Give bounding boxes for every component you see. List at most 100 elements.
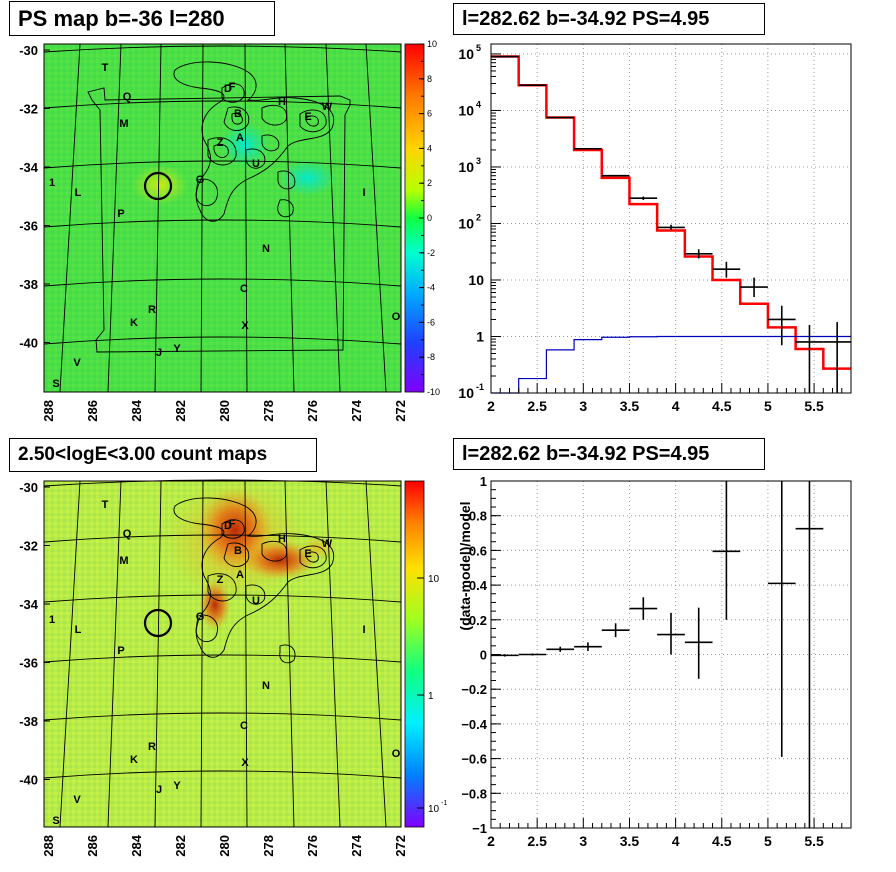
colorbar-tick-label: 0 [427,213,432,223]
colorbar-tick-label: -10 [427,387,440,397]
spectrum-y-tick-label: 10 [458,159,474,175]
residual-y-tick-label: 0 [480,648,487,663]
map-x-tick-label: 288 [41,400,56,422]
map-label: S [52,815,59,827]
ps-map-x-axis: 288 286 284 282 280 278 276 274 272 [41,399,408,421]
ps-map-labels: T Q M L P KR V J Y S G Z A U B F H EW N C X I O D 1 [49,62,401,390]
count-map-warm-blob [300,536,336,560]
spectrum-y-tick-label: 1 [476,328,484,344]
spectrum-x-tick-label: 3.5 [620,398,640,414]
colorbar-tick-label: 10 [427,39,437,49]
colorbar-tick-label: 10 [428,804,440,815]
map-label: P [117,645,124,657]
map-label: P [117,208,124,220]
map-label: N [262,243,270,255]
map-label: R [148,304,156,316]
map-label: H [278,533,286,545]
residual-data-point [601,623,630,638]
residual-y-tick-label: 0.4 [469,578,488,593]
map-y-tick-label: -36 [19,219,38,234]
map-label: W [322,538,333,550]
count-map-contours [173,497,335,664]
residual-data-point [684,607,713,679]
count-map-labels: T Q M L P KR V J Y S G Z A U B F H EW N C X I O D 1 [49,499,401,827]
map-x-tick-label: 274 [349,834,364,856]
map-label: S [52,378,59,390]
residual-y-tick-label: 0.2 [469,613,487,628]
residual-data-point [491,654,519,657]
residual-data-point [518,653,547,656]
map-label: V [73,357,81,369]
spectrum-y-tick-exponent: 3 [476,156,481,166]
spectrum-background-step [491,335,851,394]
residual-x-tick-label: 5 [764,833,772,849]
spectrum-marks [491,55,851,394]
colorbar-tick-label: 1 [428,691,434,702]
residual-x-tick-label: 2.5 [527,833,547,849]
spectrum-x-tick-label: 2.5 [527,398,547,414]
map-label: U [252,595,260,607]
map-y-tick-label: -36 [19,656,38,671]
ps-map-colorbar-ticks: 10 8 6 4 2 0 -2 -4 -6 -8 -10 [419,39,440,397]
map-label: K [130,754,138,766]
colorbar-tick-label: 10 [428,574,440,585]
spectrum-data-point [823,322,851,393]
map-label: I [362,187,365,199]
spectrum-y-tick-label: 10 [468,272,484,288]
map-label: F [229,81,236,93]
residual-x-tick-label: 3.5 [620,833,640,849]
map-y-tick-label: -38 [19,714,38,729]
map-label: X [241,757,249,769]
ps-map-grid [43,43,402,393]
map-label: O [392,311,401,323]
map-label: C [240,720,248,732]
residual-data-point [629,597,658,620]
residual-x-tick-label: 2 [487,833,495,849]
spectrum-y-tick-label: 10 [458,215,474,231]
colorbar-tick-label: 6 [427,109,432,119]
map-y-tick-label: -30 [19,480,38,495]
map-label: J [156,784,162,796]
residual-y-tick-label: −0.6 [461,752,487,767]
map-label: F [229,518,236,530]
map-y-tick-label: -38 [19,277,38,292]
map-y-tick-label: -30 [19,43,38,58]
ps-map-background [44,44,401,392]
spectrum-x-tick-label: 5.5 [804,398,824,414]
colorbar-tick-label: -2 [427,248,435,258]
colorbar-tick-label: -4 [427,283,435,293]
map-x-tick-label: 274 [349,399,364,421]
map-label: X [241,320,249,332]
map-x-tick-label: 284 [129,834,144,856]
residual-y-label: (data-model)/model [457,501,473,630]
count-map-frame [43,480,402,828]
colorbar-tick-label: 8 [427,74,432,84]
spectrum-data-point [795,324,824,393]
map-label: 1 [49,177,55,189]
map-x-tick-label: 278 [261,835,276,857]
spectrum-plot-area [491,44,851,393]
spectrum-data-point [601,174,630,177]
residual-data-point [767,481,796,757]
spectrum-data-point [767,305,796,346]
map-label: E [304,111,311,123]
map-label: D [224,83,232,95]
map-label: Z [217,574,224,586]
residual-x-tick-label: 3 [579,833,587,849]
spectrum-x-tick-label: 5 [764,398,772,414]
map-x-tick-label: 284 [129,399,144,421]
spectrum-x-tick-label: 4.5 [712,398,732,414]
residual-y-tick-label: −1 [472,821,487,836]
colorbar-tick-label: -8 [427,352,435,362]
map-x-tick-label: 272 [393,835,408,857]
map-y-tick-label: -34 [19,597,39,612]
map-label: W [322,101,333,113]
map-label: G [196,174,205,186]
map-label: I [362,624,365,636]
spectrum-y-tick-label: 10 [458,46,474,62]
map-x-tick-label: 280 [217,400,232,422]
map-label: Q [123,528,132,540]
residual-marks [491,481,824,828]
map-x-tick-label: 280 [217,835,232,857]
